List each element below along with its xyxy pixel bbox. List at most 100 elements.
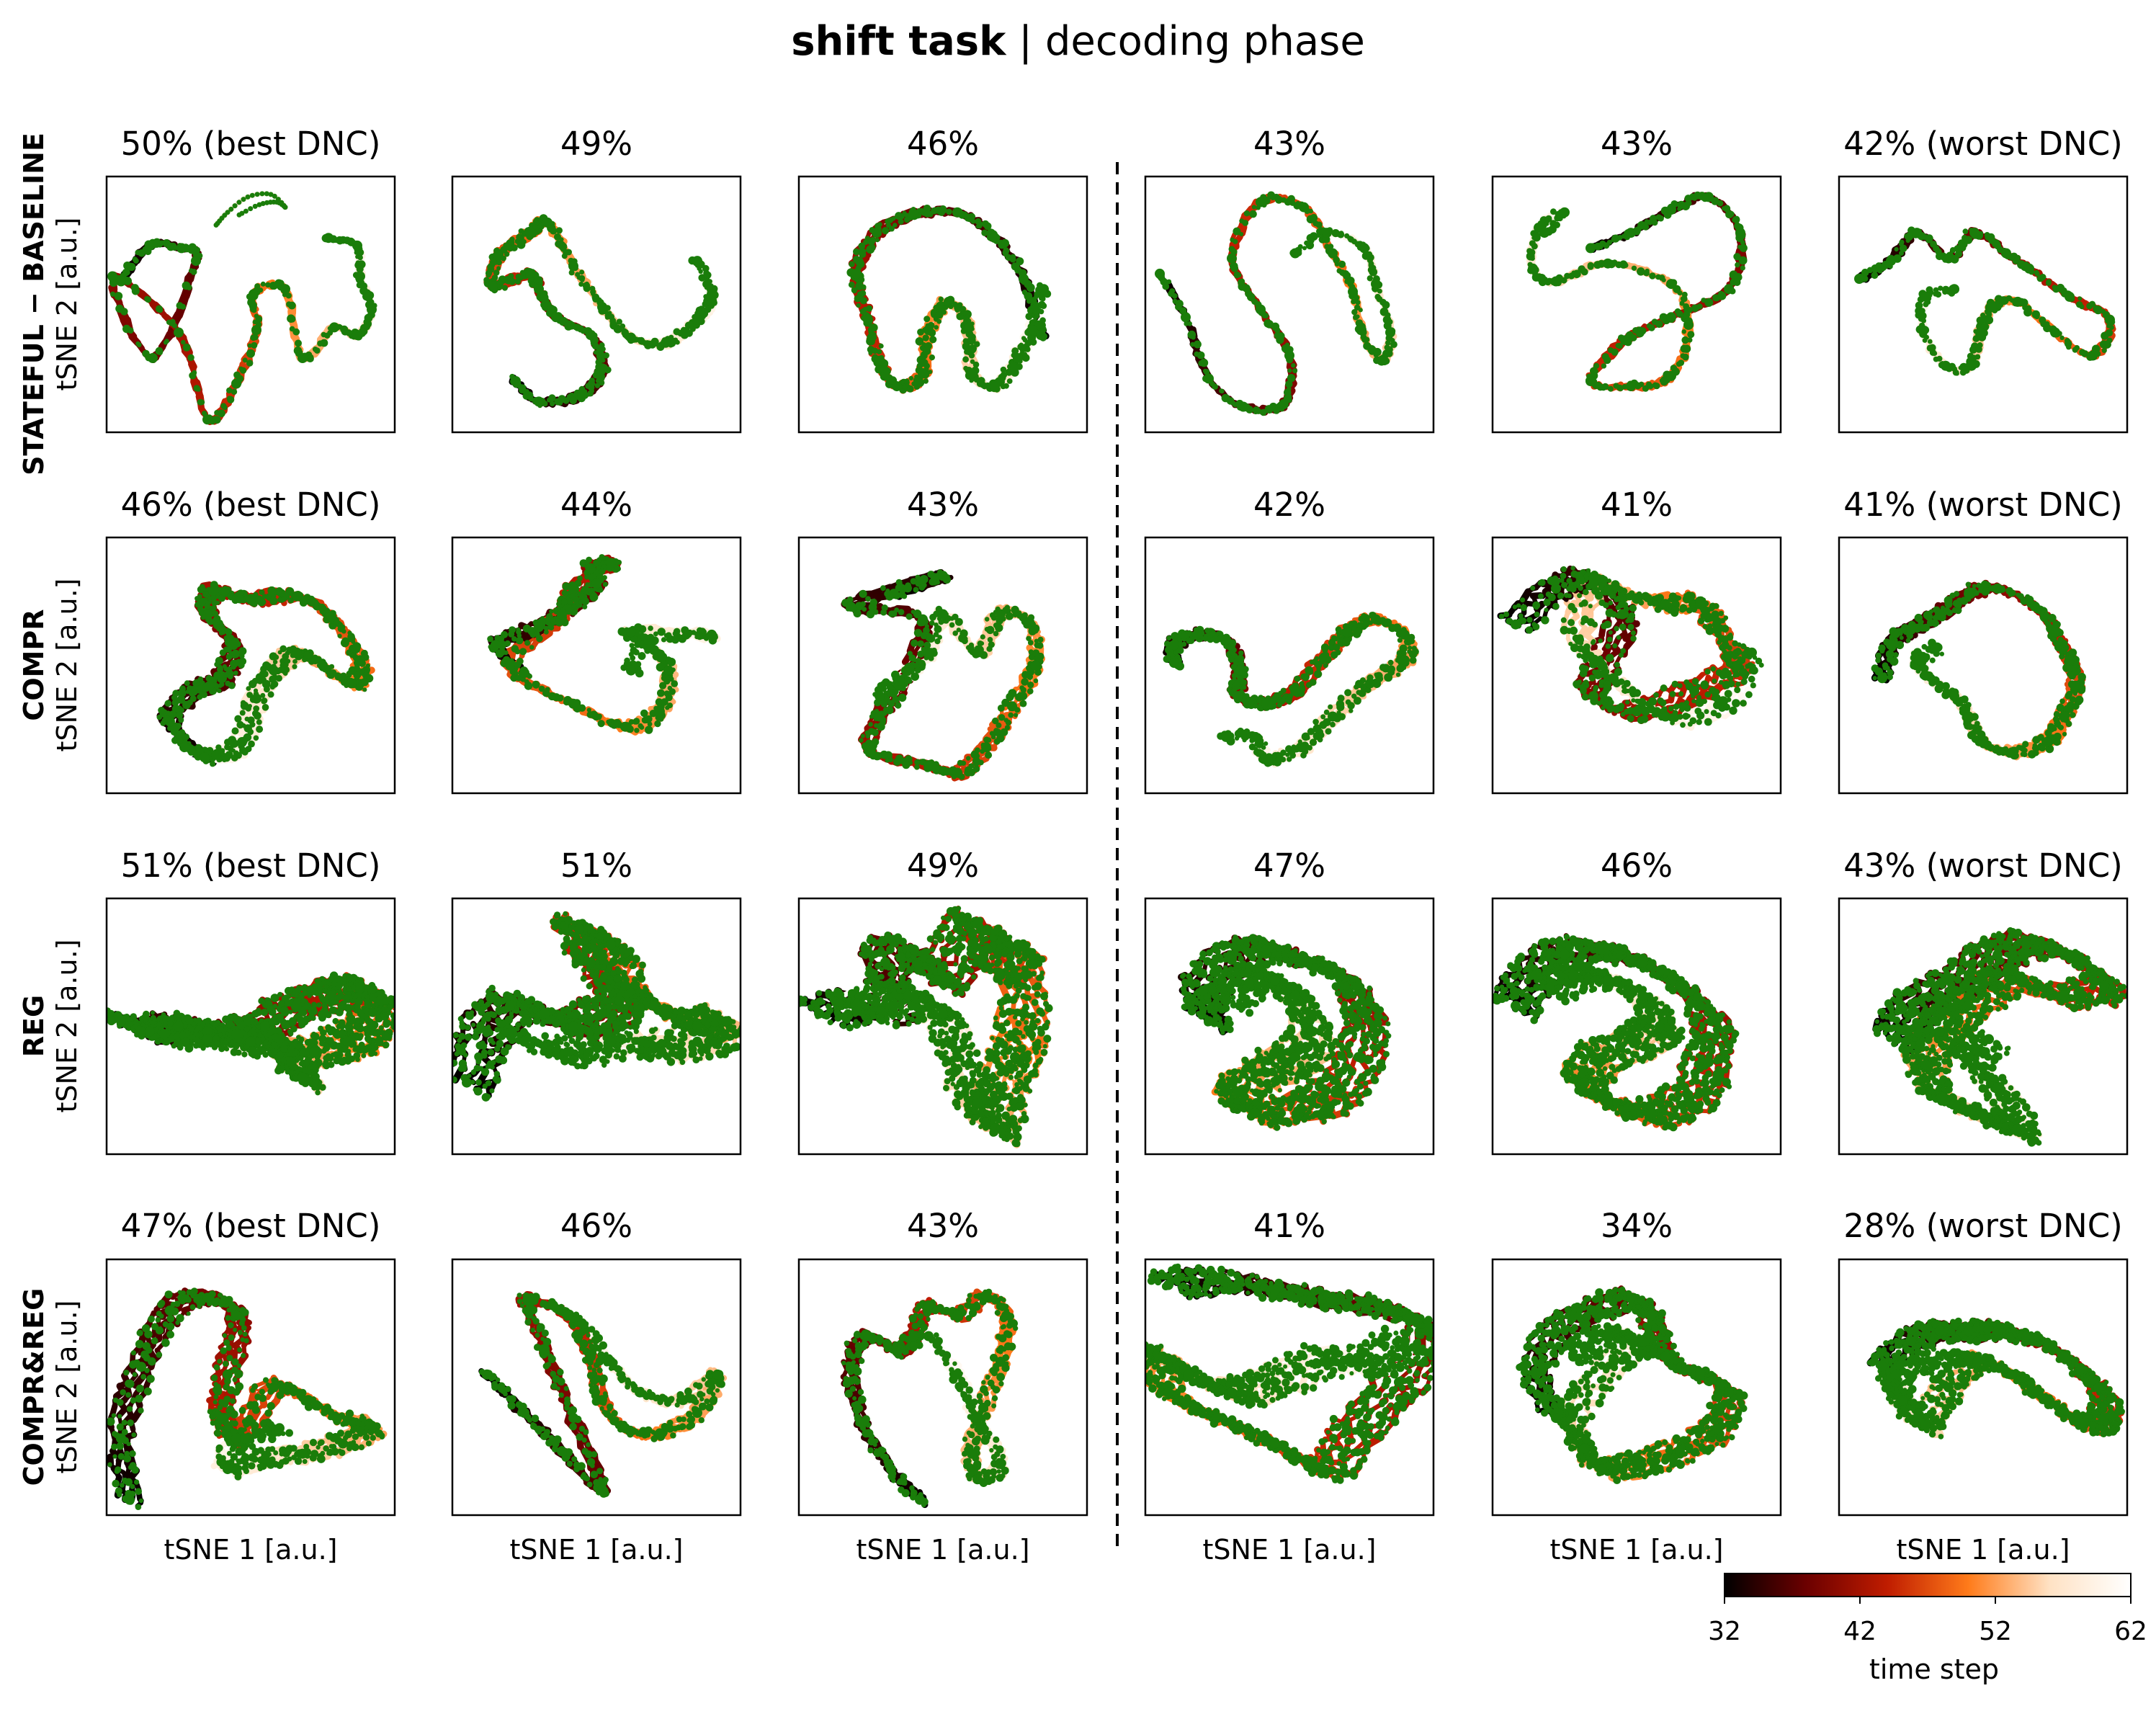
- state-point: [1256, 197, 1266, 207]
- state-point: [918, 368, 928, 379]
- state-point: [236, 212, 242, 218]
- state-point: [1634, 226, 1642, 233]
- state-point: [1256, 304, 1266, 315]
- state-point: [551, 312, 561, 323]
- state-point: [1016, 257, 1024, 266]
- state-point: [968, 344, 977, 353]
- state-point: [525, 228, 535, 238]
- state-point: [1560, 207, 1570, 218]
- state-point: [1653, 383, 1660, 390]
- panel-r0-c0: [105, 175, 396, 434]
- state-point: [878, 343, 884, 349]
- state-point: [158, 350, 163, 355]
- state-point: [1242, 220, 1249, 226]
- state-point: [537, 223, 545, 230]
- state-point: [1585, 376, 1596, 386]
- state-point: [1567, 272, 1575, 280]
- state-point: [367, 304, 377, 315]
- state-point: [1390, 338, 1395, 343]
- state-point: [1601, 363, 1607, 369]
- state-point: [859, 297, 867, 305]
- state-point: [555, 227, 563, 234]
- state-point: [1626, 381, 1636, 392]
- state-point: [1289, 200, 1296, 206]
- state-point: [1239, 232, 1244, 236]
- state-point: [594, 383, 601, 388]
- state-point: [1305, 241, 1315, 250]
- state-point: [937, 300, 945, 309]
- trajectory-group: [483, 214, 719, 409]
- state-point: [1231, 401, 1236, 406]
- state-point: [138, 249, 146, 257]
- state-point: [1344, 233, 1350, 238]
- state-point: [323, 233, 334, 244]
- state-point: [1735, 228, 1745, 238]
- state-point: [661, 337, 671, 348]
- state-point: [1249, 210, 1257, 218]
- state-point: [1679, 300, 1685, 306]
- state-point: [903, 216, 911, 223]
- state-point: [578, 282, 584, 287]
- state-point: [1243, 210, 1251, 217]
- state-point: [296, 342, 301, 347]
- state-point: [345, 329, 353, 336]
- state-point: [1274, 195, 1283, 204]
- state-point: [978, 221, 983, 227]
- state-point: [1011, 347, 1019, 355]
- state-point: [1733, 253, 1741, 261]
- state-point: [196, 387, 201, 392]
- state-point: [1382, 300, 1390, 309]
- state-point: [1603, 356, 1611, 365]
- state-point: [518, 274, 524, 281]
- panel-r0-c2: [797, 175, 1088, 434]
- state-point: [1299, 202, 1309, 213]
- state-point: [343, 236, 352, 245]
- axes-frame: [1144, 175, 1435, 434]
- state-point: [964, 322, 974, 333]
- state-point: [1696, 303, 1703, 310]
- state-point: [308, 354, 314, 360]
- state-point: [952, 301, 958, 307]
- state-point: [164, 339, 169, 344]
- state-point: [292, 328, 300, 336]
- state-point: [966, 318, 972, 323]
- state-point: [522, 239, 527, 244]
- state-point: [1626, 228, 1636, 238]
- state-point: [1692, 195, 1698, 201]
- state-point: [1355, 314, 1360, 319]
- state-point: [131, 287, 140, 295]
- state-point: [675, 339, 680, 345]
- state-point: [1181, 312, 1191, 323]
- state-point: [1666, 312, 1676, 323]
- state-point: [972, 361, 980, 368]
- state-point: [875, 238, 880, 243]
- state-point: [1034, 314, 1039, 320]
- state-point: [856, 303, 861, 308]
- state-point: [1560, 277, 1567, 284]
- state-point: [600, 374, 606, 379]
- state-point: [1648, 324, 1655, 331]
- state-point: [1169, 288, 1176, 295]
- state-point: [109, 291, 116, 297]
- trajectory-group: [1526, 191, 1748, 392]
- state-point: [1629, 334, 1637, 342]
- state-point: [1358, 308, 1363, 313]
- state-point: [1681, 336, 1689, 344]
- state-point: [1025, 313, 1033, 321]
- state-point: [599, 380, 605, 386]
- state-point: [692, 256, 702, 267]
- state-point: [1199, 358, 1209, 367]
- state-point: [1623, 262, 1629, 268]
- state-point: [298, 353, 308, 363]
- state-point: [1284, 350, 1294, 361]
- state-point: [929, 336, 937, 344]
- state-point: [241, 197, 246, 202]
- state-point: [866, 305, 873, 312]
- state-point: [916, 378, 925, 387]
- state-point: [125, 269, 130, 275]
- state-point: [519, 384, 527, 391]
- state-point: [1322, 228, 1332, 238]
- state-point: [1316, 233, 1321, 238]
- state-point: [1237, 272, 1242, 278]
- trajectory-group: [1854, 226, 2116, 376]
